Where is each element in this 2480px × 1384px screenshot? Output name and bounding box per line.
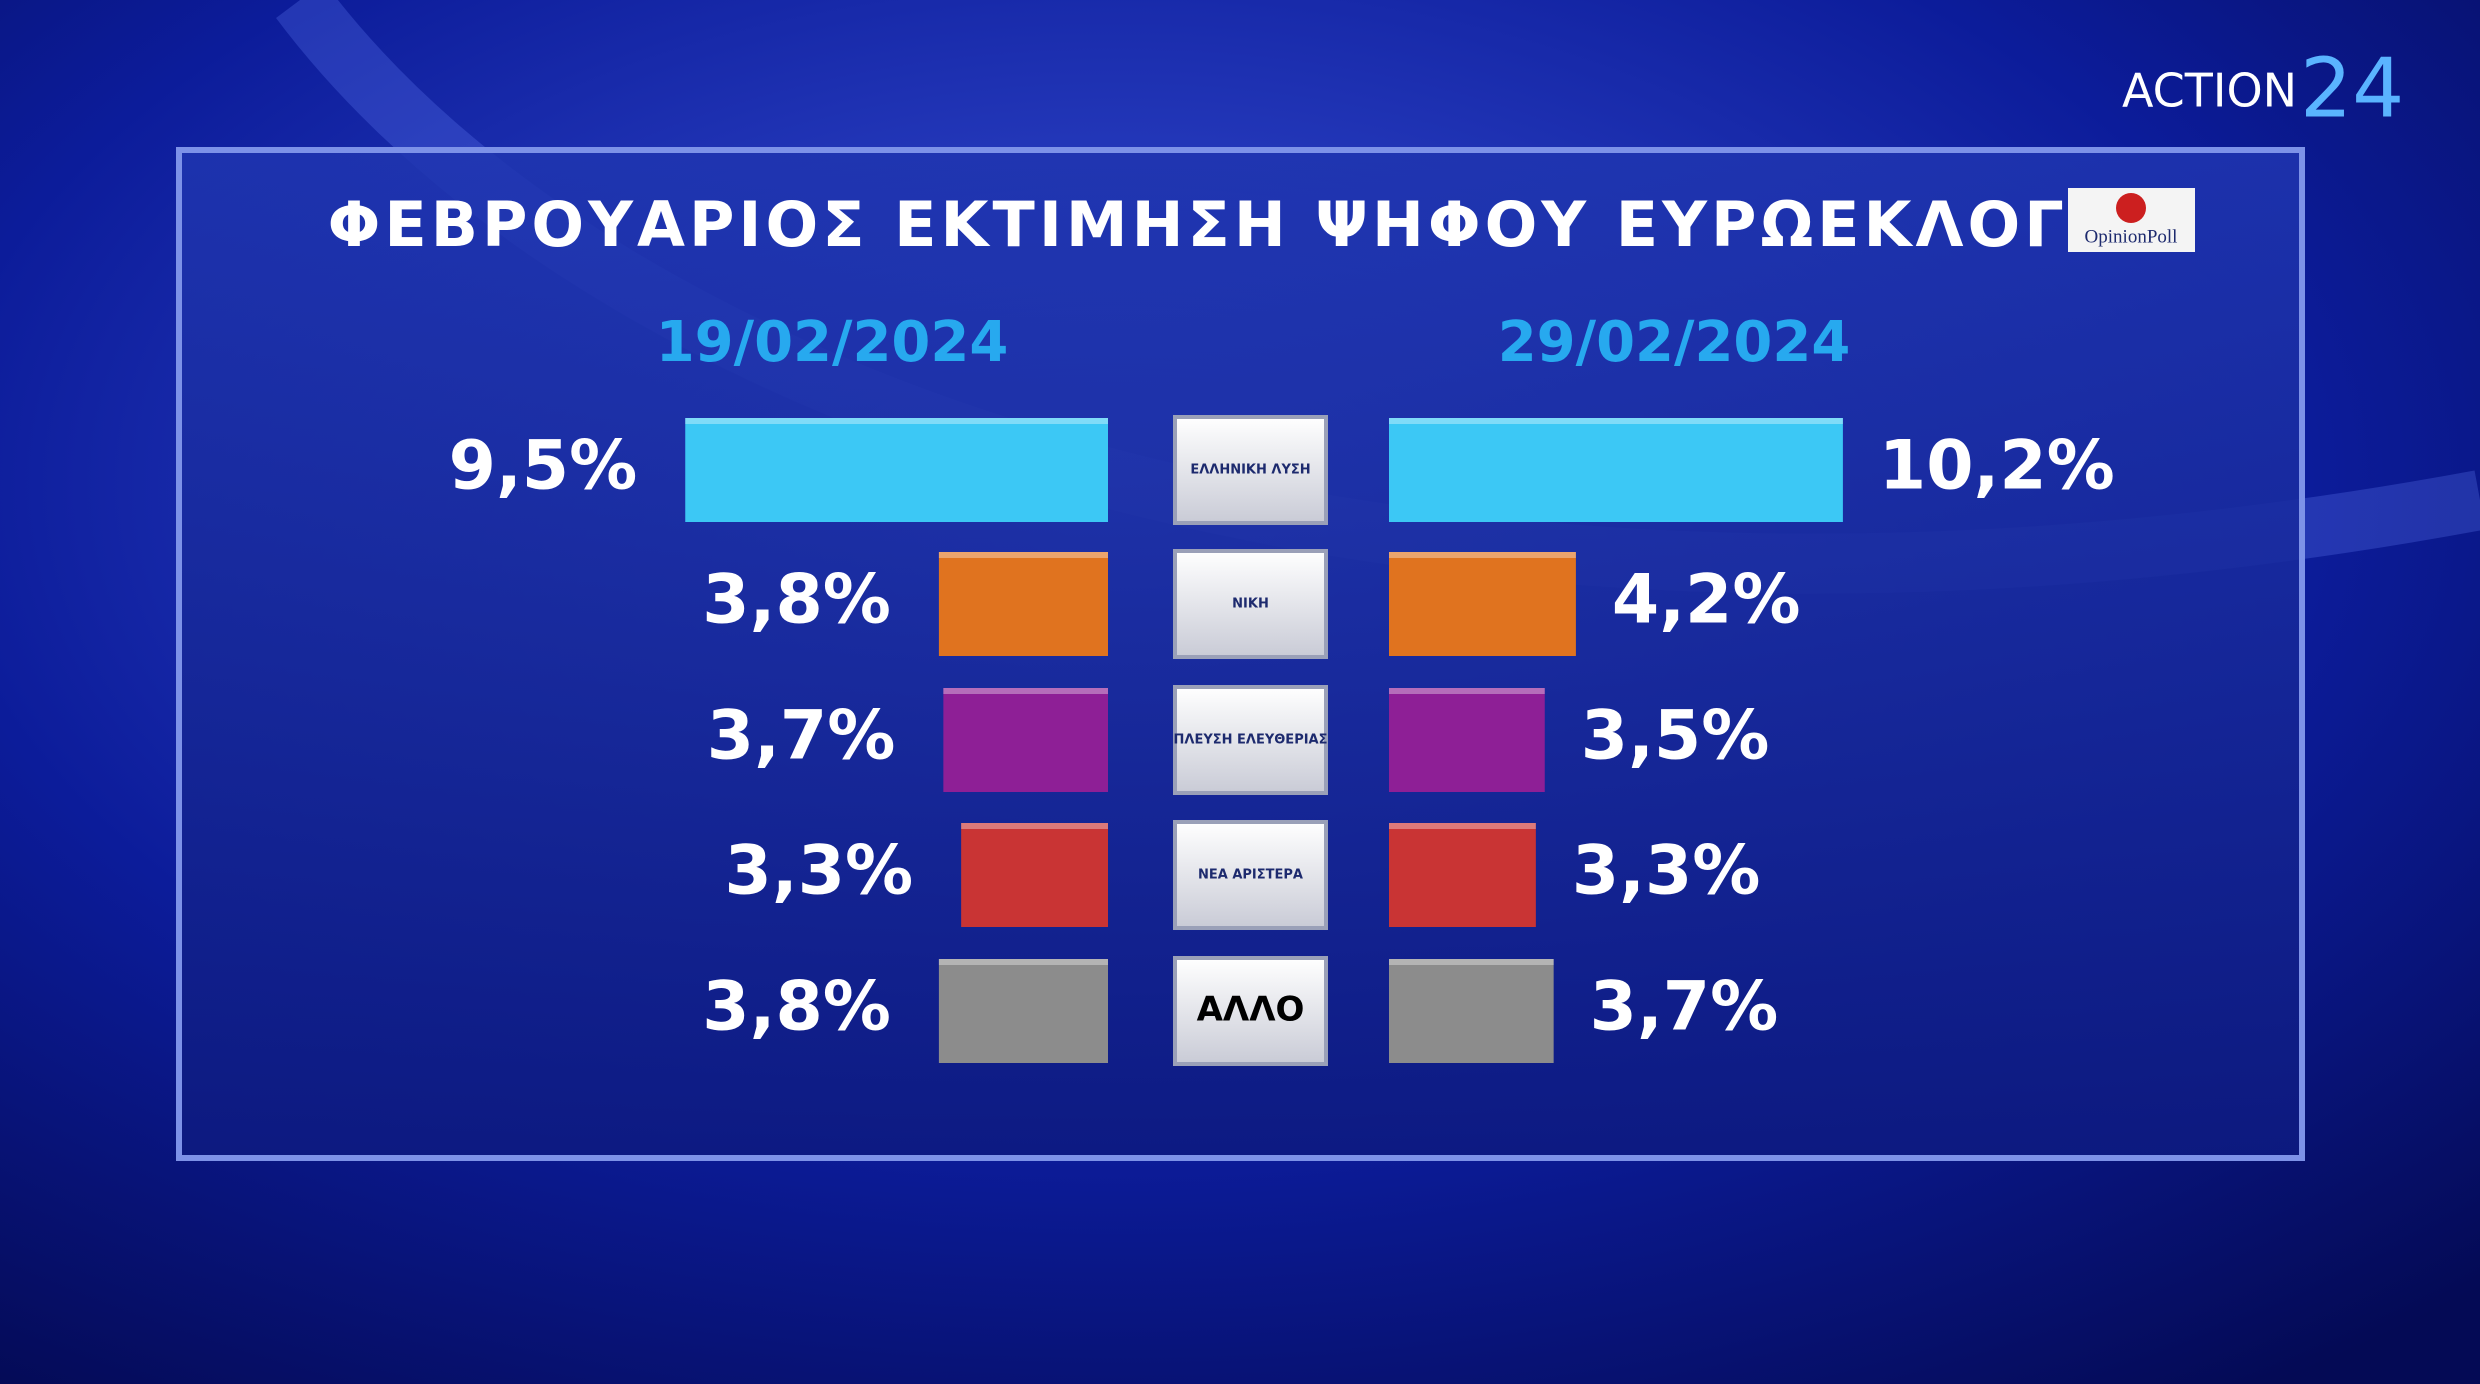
bar [1389,418,1843,522]
value-label: 3,5% [1581,697,1770,776]
source: OpinionPoll [2085,226,2178,247]
bar [938,552,1108,656]
value-label: 3,7% [1590,968,1779,1047]
value-label: 3,3% [1572,832,1761,911]
bar [961,823,1108,927]
legend-label: 29/02/2024 [1498,310,1851,375]
bar [1389,688,1545,792]
bar-highlight [943,688,1108,694]
value-label: 3,3% [725,832,914,911]
bar [1389,959,1554,1063]
value-label: 9,5% [449,427,638,506]
logo-box [1173,820,1328,930]
channel-number: 24 [2300,41,2404,136]
value-label: 4,2% [1612,561,1801,640]
value-label: 3,7% [707,697,896,776]
bar-highlight [1389,552,1576,558]
bar [1389,552,1576,656]
category-label: ΕΛΛΗΝΙΚΗ ΛΥΣΗ [1190,463,1310,478]
bar [938,959,1108,1063]
logo-box [1173,685,1328,795]
chart-title: ΦΕΒΡΟΥΑΡΙΟΣ ΕΚΤΙΜΗΣΗ ΨΗΦΟΥ ΕΥΡΩΕΚΛΟΓΩΝ [328,188,2181,261]
bar-highlight [1389,959,1554,965]
bar [685,418,1108,522]
bar [943,688,1108,792]
category-label: ΠΛΕΥΣΗ ΕΛΕΥΘΕΡΙΑΣ [1174,733,1328,748]
category-label: ΝΙΚΗ [1232,597,1269,612]
value-label: 3,8% [702,968,891,1047]
value-label: 10,2% [1879,427,2115,506]
channel: ACTION [2122,64,2297,118]
logo-box [1173,956,1328,1066]
logo-box [1173,415,1328,525]
bar-highlight [685,418,1108,424]
legend-label: 19/02/2024 [656,310,1009,375]
bar-highlight [1389,688,1545,694]
bar-highlight [938,959,1108,965]
source-icon [2116,193,2146,223]
logo-box [1173,549,1328,659]
bar [1389,823,1536,927]
bar-highlight [961,823,1108,829]
bar-highlight [1389,418,1843,424]
bar-highlight [1389,823,1536,829]
category-label: ΝΕΑ ΑΡΙΣΤΕΡΑ [1198,868,1303,883]
value-label: 3,8% [702,561,891,640]
bar-highlight [938,552,1108,558]
category-label: ΑΛΛΟ [1197,990,1305,1030]
